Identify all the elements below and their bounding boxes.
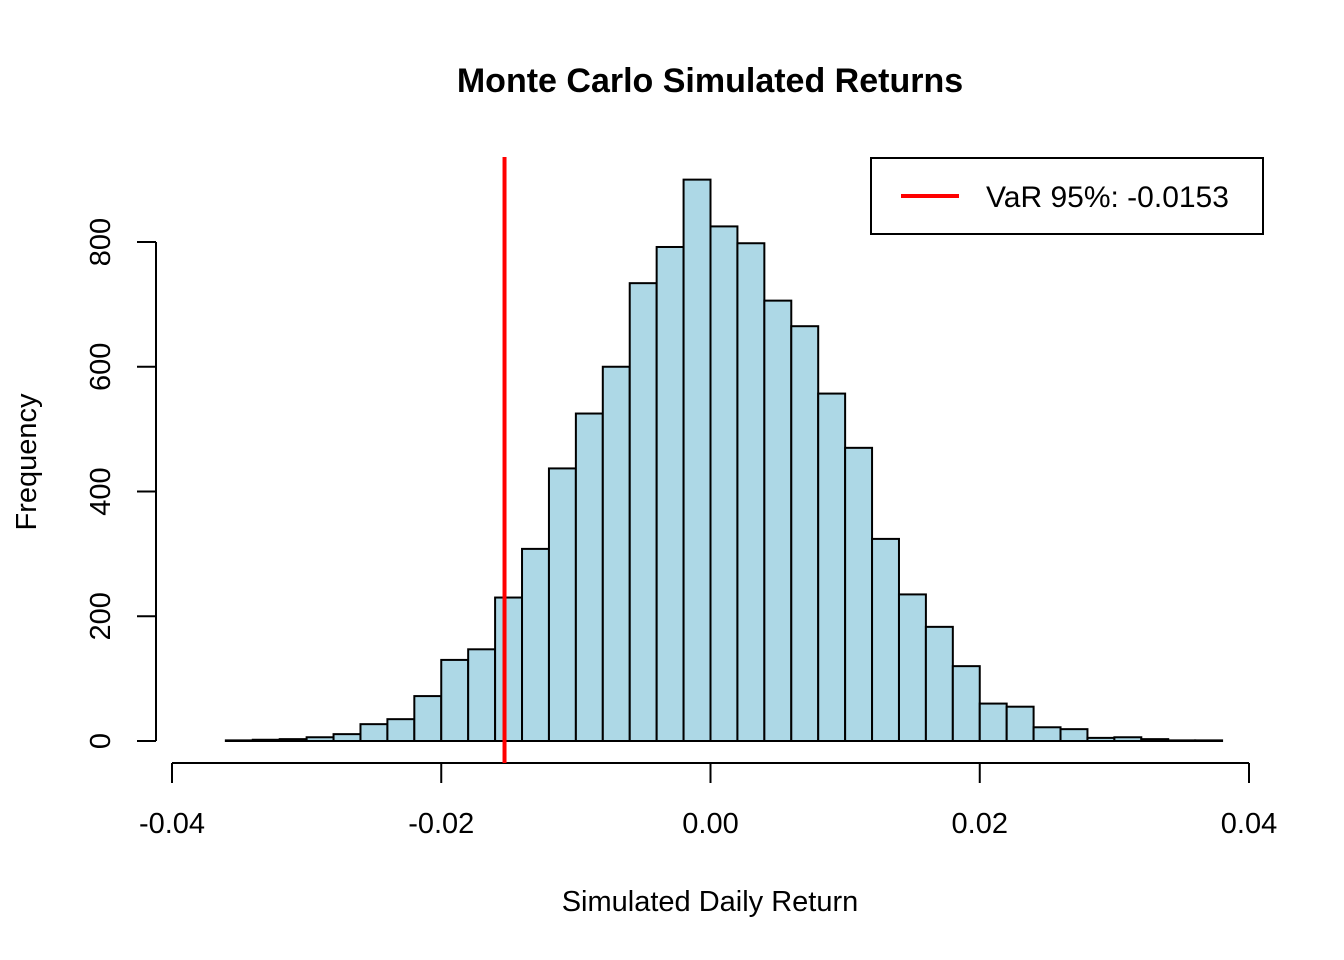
- y-tick-label: 200: [85, 592, 117, 640]
- histogram-bar: [521, 547, 550, 743]
- histogram-bar: [359, 723, 389, 743]
- histogram-bar: [871, 537, 900, 743]
- histogram-bar: [251, 738, 281, 743]
- histogram-bar: [601, 365, 631, 742]
- histogram-bar: [386, 718, 416, 743]
- histogram-bar: [1167, 739, 1197, 742]
- histogram-bar: [1059, 728, 1089, 742]
- histogram-bar: [709, 225, 739, 742]
- histogram-bar: [817, 392, 847, 742]
- histogram-bar: [305, 736, 335, 743]
- y-axis-title: Frequency: [11, 393, 43, 531]
- histogram-bar: [628, 282, 658, 742]
- histogram-bar: [844, 446, 874, 742]
- y-tick-label: 600: [85, 343, 117, 391]
- histogram-bar: [924, 625, 954, 743]
- histogram-bar: [467, 648, 497, 743]
- y-tick-label: 400: [85, 467, 117, 515]
- chart-title: Monte Carlo Simulated Returns: [457, 62, 963, 100]
- x-axis-title: Simulated Daily Return: [562, 886, 859, 918]
- histogram-bar: [763, 299, 793, 742]
- histogram-bar: [1005, 705, 1035, 742]
- histogram-bar: [682, 178, 712, 742]
- histogram-bar: [655, 245, 685, 743]
- x-tick-label: -0.02: [408, 808, 474, 840]
- y-tick-label: 0: [85, 733, 117, 749]
- histogram-bar: [278, 738, 308, 742]
- histogram-bar: [547, 467, 577, 742]
- histogram-bar: [494, 596, 524, 742]
- x-tick-label: 0.00: [682, 808, 738, 840]
- legend: VaR 95%: -0.0153: [870, 157, 1264, 235]
- histogram-bar: [736, 242, 766, 742]
- histogram-bar: [440, 658, 470, 742]
- histogram-bar: [951, 665, 981, 743]
- x-tick-label: 0.02: [952, 808, 1008, 840]
- histogram-bar: [332, 733, 362, 742]
- histogram-bar: [1113, 736, 1143, 743]
- legend-label: VaR 95%: -0.0153: [986, 181, 1229, 214]
- histogram-bar: [897, 593, 927, 743]
- histogram-bar: [1140, 738, 1170, 742]
- x-tick-label: 0.04: [1221, 808, 1277, 840]
- histogram-bar: [224, 739, 254, 742]
- histogram-bar: [413, 695, 443, 743]
- bars-group: [224, 178, 1224, 743]
- histogram-bar: [1032, 726, 1062, 743]
- histogram-bar: [978, 702, 1008, 743]
- y-axis: 0 200 400 600 800: [85, 218, 157, 749]
- x-axis: -0.04 -0.02 0.00 0.02 0.04: [139, 762, 1277, 840]
- histogram-bar: [574, 412, 604, 742]
- x-tick-label: -0.04: [139, 808, 205, 840]
- histogram-bar: [1194, 739, 1224, 742]
- histogram-bar: [1086, 736, 1116, 742]
- histogram-bar: [790, 325, 820, 742]
- y-tick-label: 800: [85, 218, 117, 266]
